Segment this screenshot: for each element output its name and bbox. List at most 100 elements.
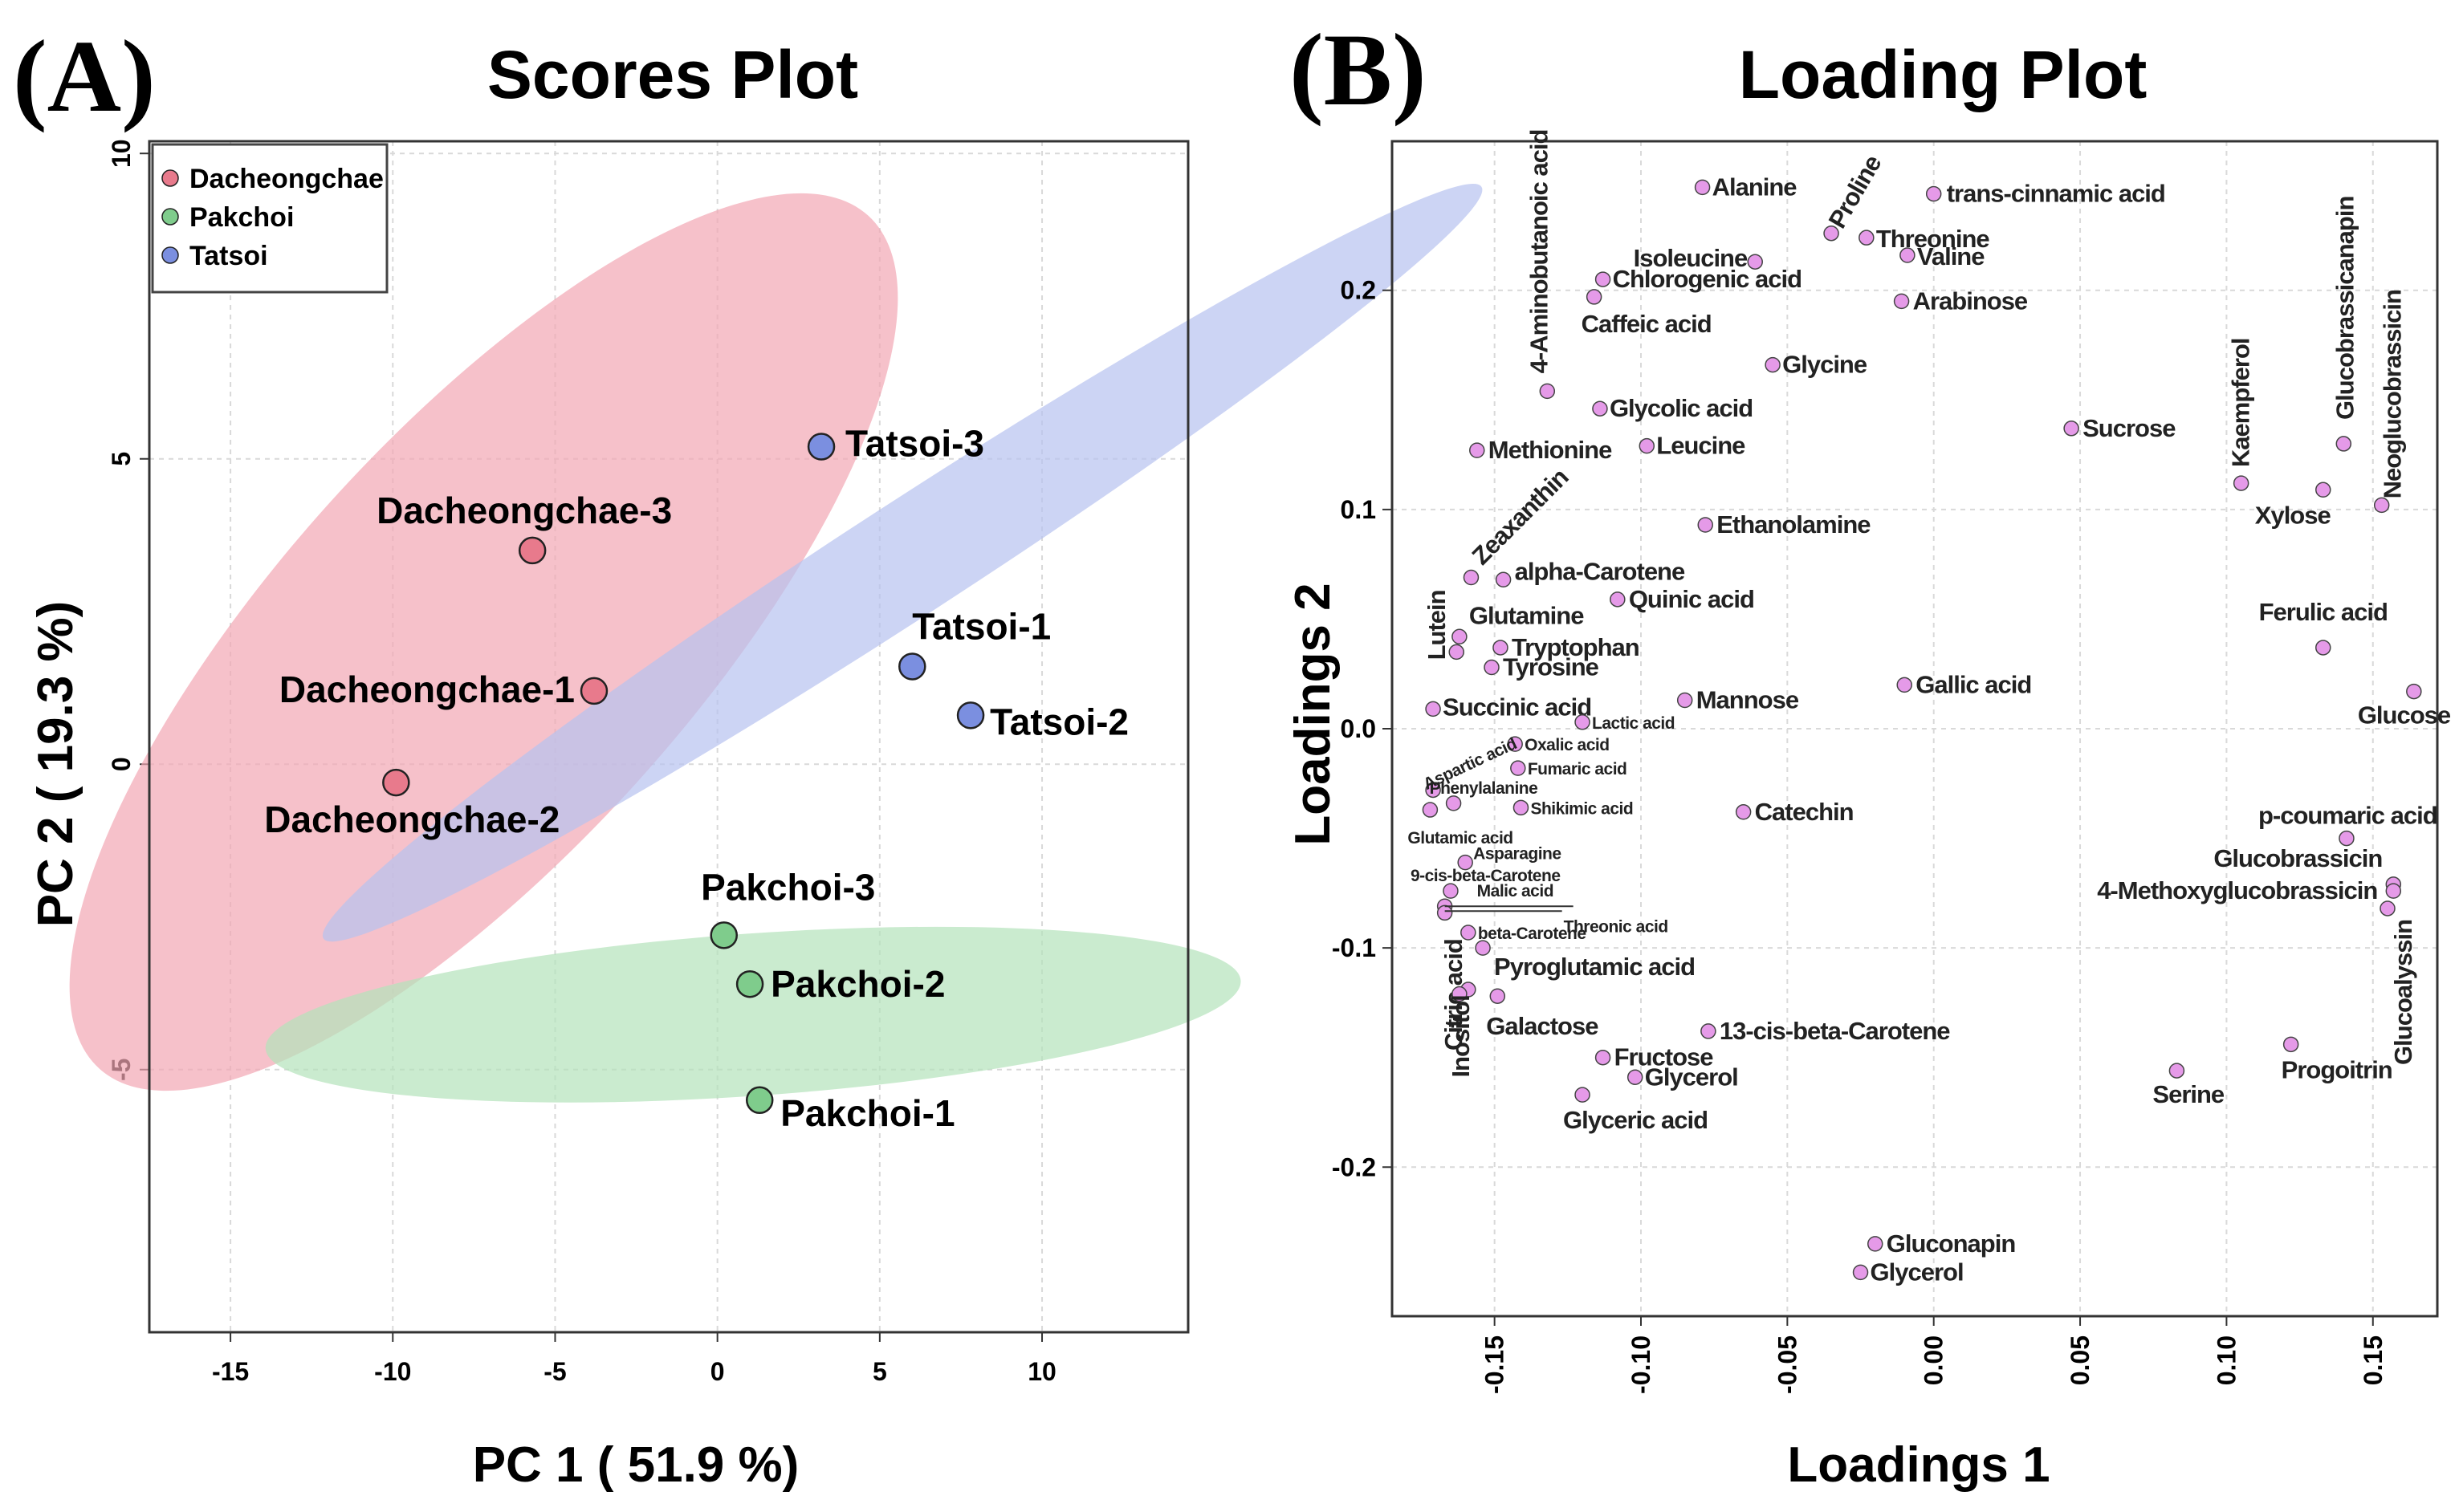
x-tick-label: 0.05 [2066, 1335, 2095, 1385]
loading-label: Zeaxanthin [1467, 463, 1574, 570]
loading-point [2380, 900, 2396, 917]
loading-point [1475, 940, 1491, 956]
x-tick-label: -15 [212, 1357, 249, 1386]
loading-label: Neoglucobrassicin [2379, 290, 2407, 498]
x-tick-label: -0.05 [1773, 1335, 1802, 1394]
y-tick-label: 0 [107, 757, 136, 771]
loading-point [1574, 714, 1590, 730]
y-tick-label: 5 [107, 452, 136, 466]
loading-label: Glucobrassicin [2213, 844, 2382, 872]
loading-point [1507, 736, 1523, 752]
loading-point [1765, 356, 1781, 373]
legend-swatch [161, 246, 179, 264]
x-tick-label: 0 [710, 1357, 725, 1386]
ellipse-dacheongchae [69, 193, 898, 1091]
loading-label: Phenylalanine [1430, 779, 1538, 798]
loading-label: 4-Aminobutanoic acid [1525, 130, 1553, 374]
score-point [956, 701, 985, 730]
loading-point [1457, 854, 1473, 871]
loading-point [1639, 437, 1655, 454]
panel-a-title: Scores Plot [487, 37, 858, 112]
panel-b-ylabel: Loadings 2 [1285, 583, 1341, 845]
loading-point [2406, 683, 2422, 700]
loading-label: 13-cis-beta-Carotene [1720, 1017, 1950, 1045]
loading-point [2315, 482, 2331, 498]
x-tick-label: 0.00 [1920, 1335, 1948, 1385]
x-tick-label: -5 [544, 1357, 566, 1386]
legend-swatch [161, 208, 179, 226]
loading-label: Glucobrassicanapin [2331, 197, 2359, 420]
loading-label: Proline [1823, 150, 1887, 233]
loading-point [1495, 571, 1512, 588]
loading-point [1594, 271, 1611, 287]
score-point [710, 921, 738, 949]
legend-box [151, 143, 389, 294]
loading-label: Glucose [2358, 701, 2451, 730]
y-tick-label: 0.1 [1341, 495, 1376, 524]
legend-swatch [161, 169, 179, 187]
loading-point [1463, 569, 1480, 586]
legend-entry: Tatsoi [189, 241, 268, 271]
loading-point [1469, 442, 1485, 458]
loading-label: Fumaric acid [1528, 760, 1627, 778]
loading-label: 4-Methoxyglucobrassicin [2097, 876, 2377, 904]
loading-point [1422, 802, 1439, 818]
loading-point [2282, 1036, 2299, 1053]
score-label: Pakchoi-1 [780, 1092, 955, 1134]
loading-label: Pyroglutamic acid [1494, 953, 1695, 981]
loading-label: Succinic acid [1443, 693, 1591, 721]
loading-label: Methionine [1488, 436, 1612, 464]
loading-plot: -0.15 -0.10 -0.05 0.00 0.05 0.10 0.15 -0.2 -0.1 0… [1332, 130, 2452, 1394]
loading-point [1735, 804, 1752, 820]
loading-label: Serine [2152, 1080, 2225, 1108]
loading-point [2168, 1063, 2185, 1079]
x-tick-label: 0.10 [2212, 1335, 2241, 1385]
loading-label: Inositol [1447, 995, 1475, 1077]
ellipse-pakchoi [265, 926, 1241, 1103]
loading-label: Asparagine [1473, 845, 1561, 864]
score-label: Dacheongchae-3 [377, 490, 672, 531]
score-label: Dacheongchae-1 [279, 669, 575, 710]
loading-label: Lactic acid [1592, 714, 1675, 733]
loading-point [1425, 701, 1441, 717]
loading-label: Tryptophan [1512, 633, 1639, 661]
score-label: Tatsoi-1 [912, 605, 1051, 647]
loading-label: Threonic acid [1564, 917, 1668, 936]
loading-point [1899, 247, 1915, 263]
loading-label: Sucrose [2082, 414, 2176, 442]
loading-point [1484, 659, 1500, 676]
y-tick-label: -0.2 [1332, 1152, 1376, 1181]
score-point [735, 969, 764, 998]
y-tick-label: 0.2 [1341, 276, 1376, 305]
panel-b-xlabel: Loadings 1 [1787, 1437, 2050, 1493]
loading-label: Isoleucine [1634, 244, 1748, 272]
loading-label: Glucoalyssin [2389, 920, 2417, 1065]
x-tick-label: 5 [873, 1357, 887, 1386]
loading-point [1510, 760, 1526, 776]
loading-label: trans-cinnamic acid [1947, 180, 2165, 208]
score-label: Pakchoi-2 [771, 963, 945, 1005]
loading-label: Gallic acid [1915, 670, 2031, 698]
loading-point [1451, 986, 1468, 1002]
loading-label: beta-Carotene [1478, 925, 1586, 943]
loading-label: Gluconapin [1887, 1230, 2016, 1258]
loading-point [1925, 185, 1942, 202]
loading-label: Oxalic acid [1525, 736, 1609, 754]
panel-b-title: Loading Plot [1739, 37, 2148, 112]
loading-point [1436, 904, 1453, 921]
loading-point [1893, 293, 1910, 310]
x-tick-label: 0.15 [2359, 1335, 2388, 1385]
loading-point [1747, 254, 1763, 270]
loading-label: Tyrosine [1503, 653, 1599, 681]
x-tick-label: 10 [1028, 1357, 1056, 1386]
loading-label: Ethanolamine [1716, 510, 1871, 539]
loading-label: 9-cis-beta-Carotene [1411, 867, 1561, 885]
loading-label: Glycine [1782, 351, 1867, 379]
score-point [898, 652, 926, 681]
score-label: Pakchoi-3 [701, 866, 875, 908]
legend-entry: Dacheongchae [189, 164, 384, 194]
loading-label: Glutamic acid [1407, 829, 1512, 847]
loading-point [2315, 640, 2331, 656]
loading-label: Alanine [1712, 173, 1797, 201]
